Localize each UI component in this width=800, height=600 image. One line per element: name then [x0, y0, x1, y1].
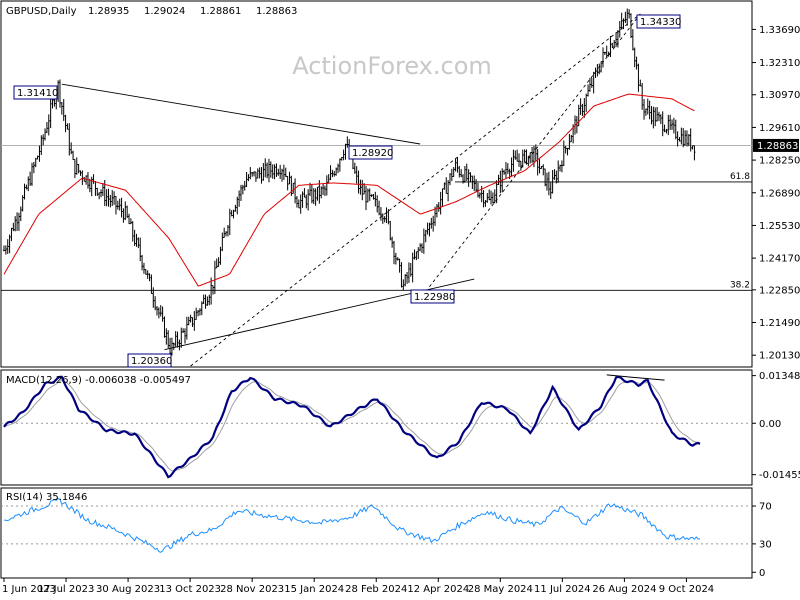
symbol-label: GBPUSD,Daily	[6, 6, 77, 17]
swing-label: 1.31410	[13, 85, 58, 100]
fibo-level-label: 38.2	[730, 280, 750, 290]
rsi-tick-label: 30	[759, 539, 772, 550]
time-tick-label: 9 Oct 2024	[659, 584, 714, 595]
watermark: ActionForex.com	[292, 52, 492, 80]
swing-label-box	[127, 353, 172, 368]
macd-divergence-line	[606, 374, 665, 381]
rsi-tick-label: 70	[759, 502, 772, 513]
time-tick-label: 26 Aug 2024	[592, 584, 656, 595]
macd-main-line	[3, 375, 701, 479]
chart-header: GBPUSD,Daily 1.28935 1.29024 1.28861 1.2…	[6, 6, 297, 17]
swing-labels: 1.31410 1.28920 1.34330 1.20360 1.22980	[13, 14, 681, 368]
header-open: 1.28935	[88, 6, 129, 17]
price-tick-label: 1.20130	[759, 351, 800, 362]
rsi-levels	[1, 505, 752, 545]
header-high: 1.29024	[144, 6, 185, 17]
price-tick-label: 1.28250	[759, 156, 800, 167]
price-panel-frame	[0, 0, 753, 368]
rsi-tick-label: 0	[759, 568, 765, 579]
price-tick-label: 1.21490	[759, 318, 800, 329]
macd-tick-label: -0.014554	[759, 470, 800, 481]
time-tick-label: 12 Apr 2024	[407, 584, 469, 595]
header-close: 1.28863	[256, 6, 297, 17]
price-tick-label: 1.30970	[759, 90, 800, 101]
swing-label: 1.20360	[127, 353, 172, 368]
rsi-label: RSI(14) 35.1846	[6, 492, 87, 503]
macd-label: MACD(12,26,9) -0.006038 -0.005497	[6, 375, 191, 386]
swing-label-text: 1.20360	[131, 356, 172, 367]
swing-label-box	[636, 14, 681, 29]
svg-text:1.28863: 1.28863	[757, 141, 798, 152]
macd-tick-label: 0.00	[759, 419, 781, 430]
swing-label: 1.28920	[348, 145, 393, 160]
trendline-dashed	[190, 13, 641, 367]
swing-label: 1.34330	[636, 14, 681, 29]
time-tick-label: 28 Feb 2024	[345, 584, 407, 595]
price-tick-label: 1.25530	[759, 221, 800, 232]
time-tick-label: 28 May 2024	[468, 584, 533, 595]
header-low: 1.28861	[200, 6, 241, 17]
swing-label-box	[410, 289, 455, 304]
current-price-label: 1.28863	[753, 138, 799, 152]
macd-tick-label: 0.013489	[759, 371, 800, 382]
swing-label-text: 1.22980	[414, 292, 455, 303]
price-tick-label: 1.29610	[759, 123, 800, 134]
moving-average-line	[3, 93, 695, 287]
trendline-solid	[61, 83, 421, 145]
swing-label-text: 1.31410	[17, 88, 58, 99]
swing-label: 1.22980	[410, 289, 455, 304]
macd-axis: 0.013489 0.00 -0.014554	[752, 371, 800, 481]
rsi-panel-frame	[0, 487, 753, 579]
time-tick-label: 13 Oct 2023	[159, 584, 221, 595]
price-axis: 1.33690 1.32310 1.30970 1.29610 1.28250 1.268…	[752, 25, 800, 362]
price-tick-label: 1.22850	[759, 285, 800, 296]
price-tick-label: 1.32310	[759, 58, 800, 69]
time-tick-label: 11 Jul 2024	[534, 584, 591, 595]
rsi-axis: 70 30 0	[752, 502, 772, 579]
time-tick-label: 30 Aug 2023	[96, 584, 160, 595]
price-tick-label: 1.26890	[759, 188, 800, 199]
price-tick-label: 1.33690	[759, 25, 800, 36]
macd-signal-line	[3, 379, 701, 472]
rsi-line	[3, 498, 701, 553]
time-tick-label: 28 Nov 2023	[220, 584, 284, 595]
time-tick-label: 1 Jun 2023	[2, 584, 56, 595]
time-tick-label: 15 Jan 2024	[284, 584, 344, 595]
price-tick-label: 1.24170	[759, 254, 800, 265]
price-bars	[2, 8, 696, 359]
time-tick-label: 17 Jul 2023	[38, 584, 95, 595]
fibo-level-label: 61.8	[730, 172, 750, 182]
swing-label-box	[13, 85, 58, 100]
swing-label-text: 1.34330	[640, 17, 681, 28]
swing-label-text: 1.28920	[352, 148, 393, 159]
horizontal-levels: 61.8 38.2	[1, 144, 752, 291]
swing-label-box	[348, 145, 393, 160]
macd-panel-frame	[0, 369, 753, 486]
